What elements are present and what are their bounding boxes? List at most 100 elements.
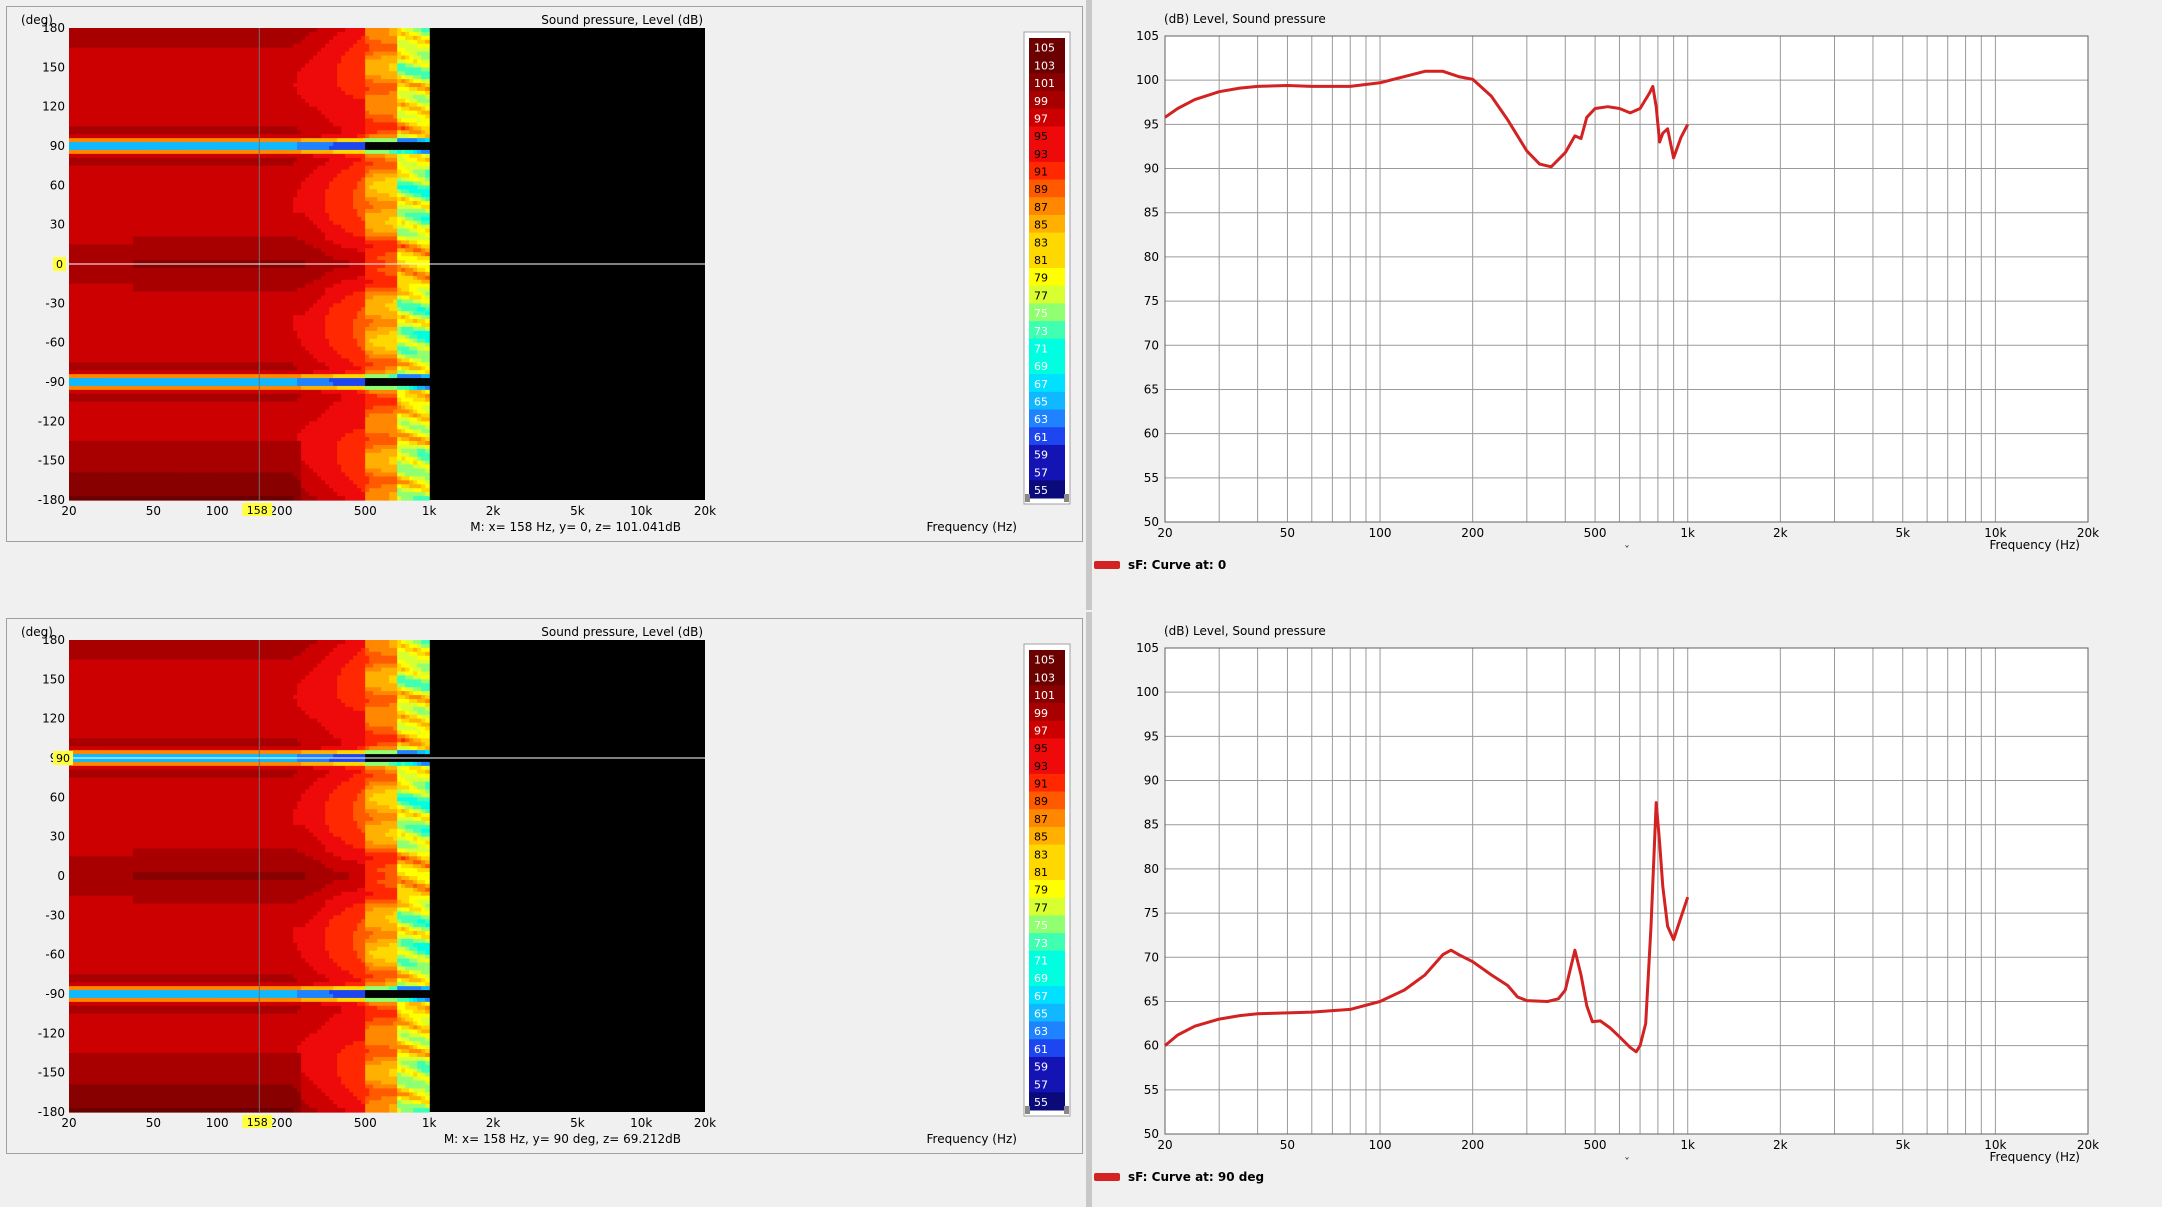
heatmap-cell	[93, 496, 98, 501]
heatmap-cell	[113, 118, 118, 123]
heatmap-cell	[193, 417, 198, 422]
heatmap-cell	[165, 303, 170, 308]
heatmap-cell	[181, 67, 186, 72]
heatmap-cell	[73, 460, 78, 466]
heatmap-cell	[165, 59, 170, 64]
heatmap-cell	[73, 271, 78, 277]
heatmap-cell	[121, 31, 126, 37]
heatmap-cell	[101, 366, 106, 371]
heatmap-cell	[137, 59, 142, 64]
heatmap-cell	[197, 71, 202, 76]
heatmap-cell	[101, 260, 106, 265]
heatmap-cell	[177, 267, 182, 273]
heatmap-cell	[201, 295, 206, 300]
heatmap-cell	[133, 366, 138, 371]
heatmap-cell	[117, 236, 122, 241]
heatmap-cell	[117, 193, 122, 198]
heatmap-cell	[145, 295, 150, 300]
heatmap-cell	[229, 275, 234, 281]
heatmap-cell	[137, 480, 142, 485]
heatmap-cell	[181, 181, 186, 186]
heatmap-cell	[209, 146, 214, 151]
heatmap-cell	[89, 130, 94, 135]
heatmap-cell	[185, 201, 190, 206]
heatmap-cell	[77, 460, 82, 466]
heatmap-cell	[157, 334, 162, 340]
heatmap-cell	[101, 299, 106, 304]
heatmap-cell	[125, 79, 130, 84]
heatmap-cell	[185, 260, 190, 265]
heatmap-cell	[101, 488, 106, 493]
heatmap-cell	[209, 224, 214, 230]
heatmap-cell	[129, 460, 134, 466]
heatmap-cell	[229, 102, 234, 108]
heatmap-cell	[117, 240, 122, 245]
heatmap-cell	[209, 437, 214, 442]
heatmap-cell	[125, 283, 130, 289]
heatmap-cell	[225, 212, 230, 218]
heatmap-cell	[145, 389, 150, 395]
heatmap-cell	[121, 409, 126, 415]
polar-map-top[interactable]: (deg) Sound pressure, Level (dB)180150120…	[7, 7, 1082, 541]
heatmap-cell	[117, 315, 122, 320]
heatmap-cell	[89, 248, 94, 253]
heatmap-cell	[225, 409, 230, 415]
heatmap-cell	[77, 299, 82, 304]
heatmap-cell	[105, 303, 110, 308]
heatmap-cell	[141, 157, 146, 163]
heatmap-cell	[181, 382, 186, 387]
heatmap-cell	[101, 205, 106, 210]
heatmap-cell	[141, 385, 146, 391]
heatmap-cell	[149, 425, 154, 430]
heatmap-cell	[229, 220, 234, 226]
heatmap-cell	[77, 35, 82, 41]
heatmap-cell	[97, 429, 102, 434]
heatmap-cell	[225, 260, 230, 265]
heatmap-cell	[77, 102, 82, 108]
heatmap-cell	[97, 260, 102, 265]
heatmap-cell	[165, 189, 170, 194]
heatmap-cell	[97, 256, 102, 261]
heatmap-cell	[69, 252, 74, 257]
heatmap-cell	[209, 307, 214, 312]
heatmap-cell	[117, 256, 122, 261]
heatmap-cell	[97, 338, 102, 344]
heatmap-cell	[177, 83, 182, 88]
heatmap-cell	[121, 244, 126, 249]
heatmap-cell	[141, 342, 146, 348]
heatmap-cell	[165, 252, 170, 257]
heatmap-cell	[113, 205, 118, 210]
heatmap-cell	[177, 417, 182, 422]
heatmap-cell	[93, 106, 98, 112]
heatmap-cell	[209, 98, 214, 104]
heatmap-cell	[197, 189, 202, 194]
heatmap-cell	[229, 374, 234, 379]
heatmap-cell	[225, 165, 230, 171]
heatmap-cell	[109, 350, 114, 356]
heatmap-cell	[153, 201, 158, 206]
heatmap-cell	[97, 425, 102, 430]
heatmap-cell	[213, 181, 218, 186]
heatmap-cell	[137, 165, 142, 171]
heatmap-cell	[197, 90, 202, 96]
heatmap-cell	[101, 224, 106, 230]
heatmap-cell	[165, 338, 170, 344]
heatmap-cell	[177, 303, 182, 308]
heatmap-cell	[141, 35, 146, 41]
heatmap-cell	[85, 216, 90, 222]
heatmap-cell	[121, 75, 126, 80]
heatmap-cell	[97, 43, 102, 49]
heatmap-cell	[133, 405, 138, 411]
heatmap-cell	[101, 193, 106, 198]
heatmap-cell	[77, 401, 82, 407]
heatmap-cell	[193, 378, 198, 383]
heatmap-cell	[201, 393, 206, 399]
heatmap-cell	[85, 134, 90, 139]
heatmap-cell	[89, 441, 94, 446]
polar-map-panel-top[interactable]: (deg) Sound pressure, Level (dB) 180 150 120…	[6, 6, 1083, 542]
heatmap-cell	[165, 244, 170, 249]
heatmap-cell	[161, 193, 166, 198]
heatmap-cell	[201, 39, 206, 45]
heatmap-cell	[197, 51, 202, 57]
heatmap-cell	[193, 79, 198, 84]
